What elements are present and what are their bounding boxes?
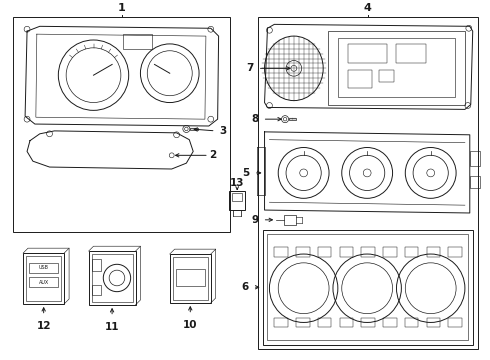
Bar: [405, 318, 418, 327]
Bar: [347, 70, 372, 88]
Bar: [426, 247, 440, 257]
Bar: [448, 247, 462, 257]
Bar: [29, 263, 58, 273]
Bar: [123, 34, 152, 49]
Bar: [379, 70, 393, 82]
Text: 1: 1: [118, 3, 126, 13]
Bar: [190, 128, 197, 130]
Bar: [92, 285, 101, 295]
Bar: [383, 318, 397, 327]
Bar: [92, 254, 133, 302]
Text: AUX: AUX: [39, 280, 49, 285]
Text: 5: 5: [243, 168, 250, 178]
Text: 10: 10: [183, 320, 197, 330]
Bar: [274, 247, 288, 257]
Bar: [268, 234, 468, 340]
Bar: [470, 176, 480, 188]
Text: 7: 7: [246, 63, 254, 73]
Text: 3: 3: [220, 126, 227, 136]
Bar: [396, 44, 426, 63]
Bar: [361, 247, 375, 257]
Bar: [29, 278, 58, 287]
Bar: [23, 253, 64, 304]
Bar: [318, 318, 332, 327]
Bar: [89, 251, 136, 305]
Text: 2: 2: [209, 150, 216, 160]
Bar: [296, 247, 310, 257]
Bar: [284, 215, 296, 225]
Bar: [170, 254, 211, 303]
Text: 11: 11: [105, 323, 120, 332]
Bar: [289, 118, 296, 120]
Text: 8: 8: [251, 114, 259, 124]
Bar: [258, 17, 478, 349]
Bar: [328, 31, 465, 104]
Bar: [318, 247, 332, 257]
Text: 9: 9: [251, 215, 259, 225]
Bar: [92, 259, 101, 271]
Bar: [470, 152, 480, 166]
Bar: [405, 247, 418, 257]
Bar: [347, 44, 387, 63]
Text: 4: 4: [364, 3, 371, 13]
Bar: [383, 247, 397, 257]
Bar: [426, 318, 440, 327]
Bar: [172, 257, 208, 300]
Bar: [361, 318, 375, 327]
Bar: [232, 193, 242, 201]
Bar: [229, 190, 245, 210]
Bar: [263, 230, 473, 345]
Text: USB: USB: [39, 265, 49, 270]
Bar: [296, 318, 310, 327]
Bar: [338, 38, 455, 97]
Bar: [175, 269, 205, 286]
Bar: [340, 247, 353, 257]
Bar: [13, 17, 230, 231]
Bar: [274, 318, 288, 327]
Text: 12: 12: [36, 321, 51, 332]
Text: 6: 6: [242, 282, 249, 292]
Bar: [340, 318, 353, 327]
Bar: [26, 256, 61, 301]
Text: 13: 13: [230, 177, 245, 188]
Bar: [448, 318, 462, 327]
